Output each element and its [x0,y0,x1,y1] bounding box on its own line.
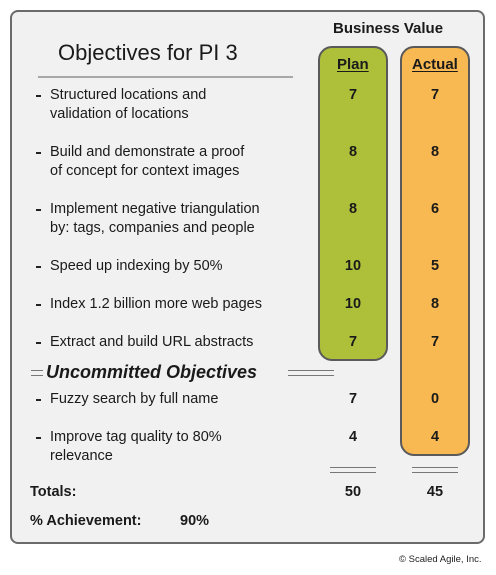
actual-value: 5 [430,258,440,274]
heading-rule-left [31,370,43,376]
plan-total-rule [330,467,376,473]
bullet-dash [36,152,41,154]
actual-total: 45 [426,484,444,500]
actual-column-header: Actual [412,56,458,73]
business-value-header: Business Value [333,20,444,37]
bullet-dash [36,95,41,97]
actual-value: 8 [430,296,440,312]
objective-text: Build and demonstrate a proof of concept… [50,144,245,179]
plan-value: 10 [344,296,362,312]
bullet-dash [36,399,41,401]
actual-total-rule [412,467,458,473]
plan-value: 7 [348,87,358,103]
heading-rule-right [288,370,334,376]
plan-total: 50 [344,484,362,500]
achievement-label: % Achievement: [30,513,142,529]
plan-value: 8 [348,144,358,160]
actual-value: 6 [430,201,440,217]
actual-value: 8 [430,144,440,160]
bullet-dash [36,304,41,306]
actual-value: 7 [430,334,440,350]
plan-value: 4 [348,429,358,445]
objective-text: Structured locations and validation of l… [50,87,207,122]
copyright-notice: © Scaled Agile, Inc. [399,554,482,565]
objective-text: Improve tag quality to 80% relevance [50,429,222,464]
achievement-value: 90% [180,513,210,529]
objective-text: Speed up indexing by 50% [50,258,223,274]
actual-column-highlight [400,46,470,456]
objective-text: Fuzzy search by full name [50,391,219,407]
bullet-dash [36,342,41,344]
bullet-dash [36,266,41,268]
objective-text: Index 1.2 billion more web pages [50,296,262,312]
objective-text: Extract and build URL abstracts [50,334,254,350]
plan-value: 7 [348,334,358,350]
plan-value: 8 [348,201,358,217]
actual-value: 0 [430,391,440,407]
actual-value: 4 [430,429,440,445]
objective-text: Implement negative triangulation by: tag… [50,201,260,236]
plan-value: 10 [344,258,362,274]
plan-column-highlight [318,46,388,361]
bullet-dash [36,437,41,439]
page-title: Objectives for PI 3 [58,40,238,65]
plan-column-header: Plan [337,56,369,73]
totals-label: Totals: [30,484,77,500]
actual-value: 7 [430,87,440,103]
plan-value: 7 [348,391,358,407]
bullet-dash [36,209,41,211]
title-divider [38,76,293,78]
uncommitted-heading: Uncommitted Objectives [46,362,258,382]
